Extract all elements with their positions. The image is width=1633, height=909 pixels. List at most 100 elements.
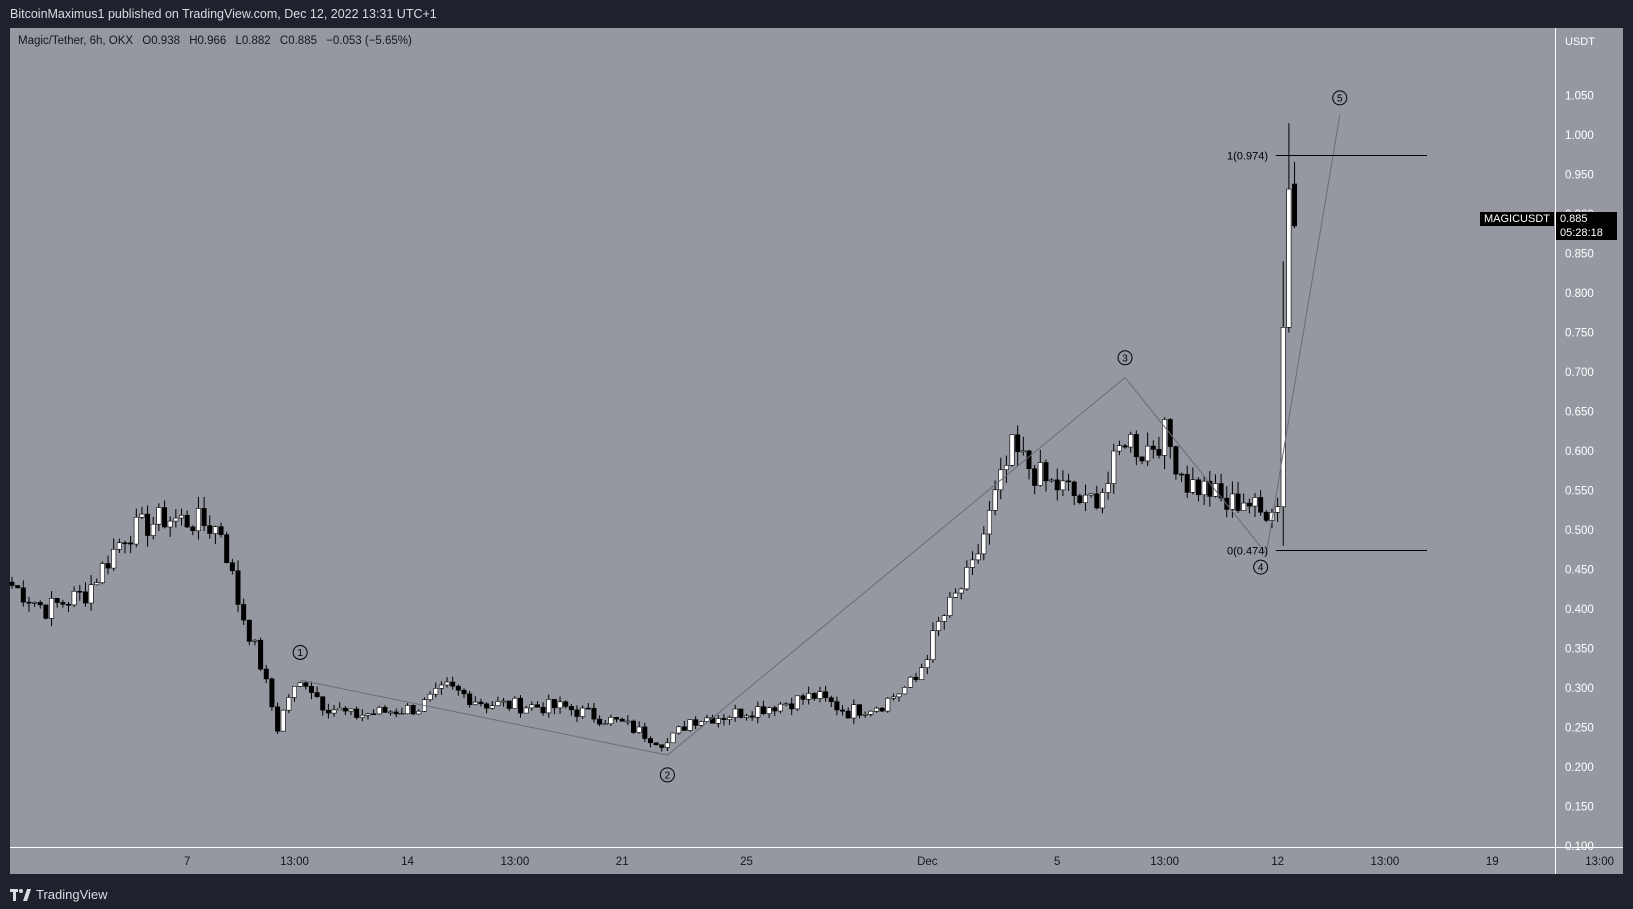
candle-body xyxy=(732,708,738,718)
wave-label: 2 xyxy=(665,770,671,781)
open-value: 0.938 xyxy=(151,35,180,47)
candle-body xyxy=(224,534,230,564)
y-tick-label: 0.800 xyxy=(1565,288,1594,300)
candle-body xyxy=(953,592,959,598)
candle-body xyxy=(54,598,60,603)
candle-body xyxy=(823,691,829,699)
candle-body xyxy=(698,721,704,726)
close-value: 0.885 xyxy=(288,35,317,47)
high-label: H xyxy=(189,35,198,47)
candle-body xyxy=(563,701,569,707)
candle-body xyxy=(77,590,83,593)
candle-body xyxy=(670,732,676,744)
countdown-label: 05:28:18 xyxy=(1556,226,1617,240)
candle-body xyxy=(1071,481,1077,496)
candle-body xyxy=(1280,327,1286,508)
candle-body xyxy=(512,697,518,709)
tradingview-logo[interactable]: TradingView xyxy=(10,887,108,902)
x-tick-label: 25 xyxy=(740,856,753,868)
candle-body xyxy=(66,603,72,606)
candle-body xyxy=(828,697,834,702)
candle-body xyxy=(1145,445,1151,462)
candle-body xyxy=(235,570,241,605)
candle-body xyxy=(246,619,252,642)
candle-body xyxy=(856,704,862,716)
candle-body xyxy=(1009,434,1015,466)
candle-body xyxy=(625,720,631,723)
candle-body xyxy=(760,706,766,714)
candle-body xyxy=(371,713,377,716)
candle-body xyxy=(608,717,614,725)
candle-body xyxy=(139,513,145,518)
candle-body xyxy=(162,507,168,528)
candle-body xyxy=(207,525,213,534)
candle-body xyxy=(868,710,874,715)
candle-body xyxy=(981,533,987,555)
y-tick-label: 0.300 xyxy=(1565,683,1594,695)
candle-body xyxy=(992,489,998,511)
candle-body xyxy=(314,692,320,697)
candle-body xyxy=(772,707,778,712)
candle-body xyxy=(1263,511,1269,521)
candle-body xyxy=(212,526,218,534)
publisher-text: BitcoinMaximus1 published on TradingView… xyxy=(10,7,437,21)
x-tick-label: Dec xyxy=(917,856,938,868)
x-tick-label: 13:00 xyxy=(280,856,309,868)
candle-body xyxy=(105,563,111,569)
candle-body xyxy=(258,639,264,670)
candle-body xyxy=(376,707,382,715)
candle-body xyxy=(150,523,156,536)
y-tick-label: 0.250 xyxy=(1565,723,1594,735)
time-axis xyxy=(10,848,1623,874)
candle-body xyxy=(331,709,337,714)
candle-body xyxy=(551,699,557,709)
candle-body xyxy=(1292,183,1298,227)
candle-body xyxy=(687,719,693,731)
candle-body xyxy=(179,514,185,519)
candle-body xyxy=(342,707,348,712)
close-label: C xyxy=(279,35,289,47)
candle-body xyxy=(478,701,484,705)
x-tick-label: 19 xyxy=(1486,856,1499,868)
last-price-label: 0.885 xyxy=(1556,212,1617,226)
candle-body xyxy=(523,707,529,714)
candle-body xyxy=(1207,480,1213,497)
candle-body xyxy=(1088,493,1094,496)
candle-body xyxy=(614,717,620,720)
low-value: 0.882 xyxy=(241,35,271,47)
candle-body xyxy=(636,726,642,733)
candle-body xyxy=(26,601,32,604)
candle-body xyxy=(506,700,512,709)
candle-body xyxy=(291,686,297,698)
candle-body xyxy=(399,713,405,715)
x-tick-label: 13:00 xyxy=(500,856,529,868)
candle-body xyxy=(580,707,586,717)
publisher-bar: BitcoinMaximus1 published on TradingView… xyxy=(0,0,1633,28)
candle-body xyxy=(727,717,733,720)
candle-body xyxy=(1167,419,1173,447)
candle-body xyxy=(269,678,275,708)
candle-body xyxy=(534,704,540,708)
candle-body xyxy=(15,585,21,589)
candle-body xyxy=(986,510,992,535)
candle-body xyxy=(924,659,930,668)
candle-body xyxy=(1196,479,1202,496)
candle-body xyxy=(693,719,699,726)
candle-body xyxy=(800,695,806,700)
plot-area xyxy=(10,28,1555,847)
tradingview-brand: TradingView xyxy=(36,887,108,902)
y-tick-label: 0.400 xyxy=(1565,604,1594,616)
candle-body xyxy=(410,705,416,715)
candle-body xyxy=(659,744,665,748)
candle-body xyxy=(1043,462,1049,482)
candle-body xyxy=(1094,493,1100,509)
candle-body xyxy=(484,703,490,709)
candle-body xyxy=(1179,473,1185,476)
candle-body xyxy=(190,526,196,532)
y-tick-label: 0.350 xyxy=(1565,644,1594,656)
price-axis xyxy=(1556,28,1623,847)
candle-body xyxy=(1275,506,1281,513)
candle-body xyxy=(1173,446,1179,475)
candle-body xyxy=(297,682,303,687)
